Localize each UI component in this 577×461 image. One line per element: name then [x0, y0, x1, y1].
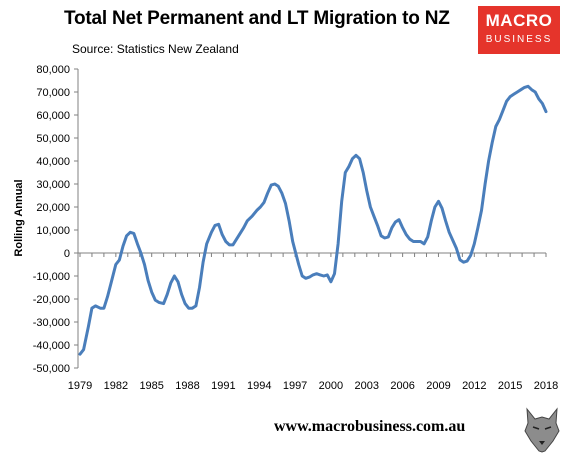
- y-tick-label: 60,000: [36, 110, 70, 122]
- x-tick-label: 2012: [462, 380, 486, 392]
- chart-source: Source: Statistics New Zealand: [72, 42, 239, 56]
- y-tick-label: 40,000: [36, 156, 70, 168]
- x-tick-label: 1985: [139, 380, 163, 392]
- x-tick-label: 1982: [104, 380, 128, 392]
- logo-line-2: BUSINESS: [485, 34, 553, 45]
- y-tick-label: 30,000: [36, 179, 70, 191]
- x-tick-label: 1988: [175, 380, 199, 392]
- y-tick-label: -10,000: [33, 271, 70, 283]
- wolf-logo-icon: [524, 407, 560, 453]
- macrobusiness-logo: MACRO BUSINESS: [478, 6, 560, 54]
- y-tick-label: 80,000: [36, 64, 70, 76]
- y-tick-label: 70,000: [36, 87, 70, 99]
- x-tick-label: 2006: [390, 380, 414, 392]
- y-tick-label: -30,000: [33, 317, 70, 329]
- footer-url[interactable]: www.macrobusiness.com.au: [274, 418, 466, 435]
- migration-series-line: [78, 84, 548, 356]
- x-tick-label: 2003: [355, 380, 379, 392]
- x-tick-label: 2009: [426, 380, 450, 392]
- x-tick-label: 1979: [68, 380, 92, 392]
- y-tick-label: 20,000: [36, 202, 70, 214]
- x-tick-label: 1994: [247, 380, 271, 392]
- chart-title: Total Net Permanent and LT Migration to …: [64, 8, 450, 29]
- y-axis-label: Rolling Annual: [13, 179, 25, 256]
- x-tick-label: 1997: [283, 380, 307, 392]
- y-tick-label: -20,000: [33, 294, 70, 306]
- y-ticks: -50,000 -40,000 -30,000 -20,000 -10,000 0 10,0…: [33, 64, 78, 375]
- x-ticks: 1979 1982 1985 1988 1991 1994 1997 2000 2003 2006…: [68, 253, 558, 392]
- y-tick-label: 0: [64, 248, 70, 260]
- y-tick-label: -50,000: [33, 363, 70, 375]
- x-tick-label: 1991: [211, 380, 235, 392]
- logo-line-1: MACRO: [485, 11, 553, 30]
- y-tick-label: 50,000: [36, 133, 70, 145]
- y-tick-label: -40,000: [33, 340, 70, 352]
- x-tick-label: 2015: [498, 380, 522, 392]
- y-tick-label: 10,000: [36, 225, 70, 237]
- x-tick-label: 2000: [319, 380, 343, 392]
- x-tick-label: 2018: [534, 380, 558, 392]
